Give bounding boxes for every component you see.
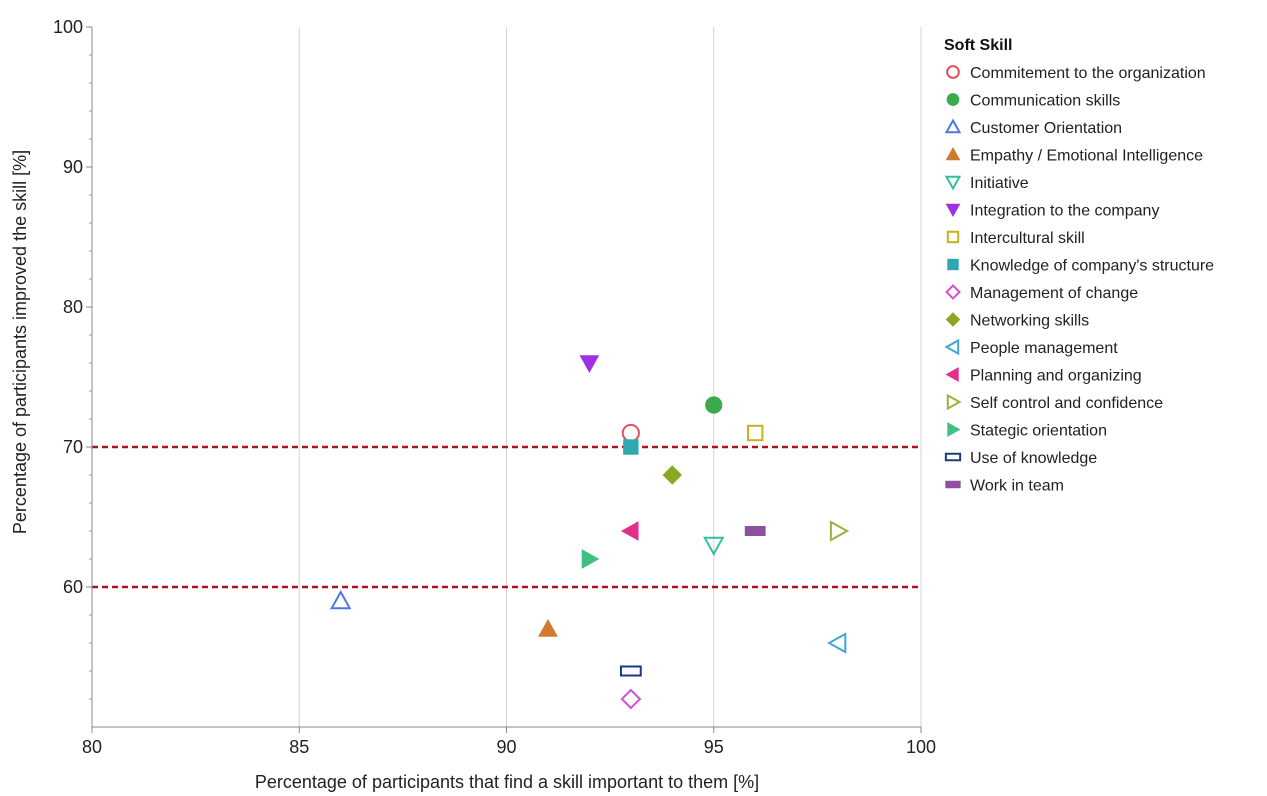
legend-label: People management — [970, 340, 1118, 357]
grid-lines — [298, 27, 922, 727]
legend-label: Work in team — [970, 478, 1064, 495]
data-point — [747, 424, 764, 442]
legend-label: Stategic orientation — [970, 423, 1107, 440]
legend-marker — [947, 258, 959, 271]
data-points — [330, 355, 850, 710]
legend-label: Integration to the company — [970, 203, 1159, 220]
legend-marker — [946, 65, 960, 79]
data-point — [579, 355, 600, 374]
legend: Soft Skill Commitement to the organizati… — [944, 37, 1214, 495]
legend-marker — [946, 230, 960, 244]
legend-label: Intercultural skill — [970, 230, 1085, 247]
x-tick-label: 85 — [289, 737, 309, 757]
data-point — [705, 396, 723, 414]
legend-marker — [946, 393, 962, 411]
data-point — [829, 520, 850, 542]
legend-marker — [945, 203, 961, 218]
reference-lines — [92, 445, 921, 589]
legend-label: Management of change — [970, 285, 1138, 302]
legend-marker — [945, 312, 961, 327]
legend-title: Soft Skill — [944, 37, 1012, 54]
tick-labels: 80 85 90 95 100 60 70 80 90 100 — [53, 17, 936, 757]
legend-label: Use of knowledge — [970, 450, 1097, 467]
x-tick-label: 100 — [906, 737, 936, 757]
legend-label: Networking skills — [970, 313, 1089, 330]
data-point — [619, 665, 642, 677]
y-tick-label: 80 — [63, 297, 83, 317]
legend-marker — [944, 338, 960, 356]
legend-marker — [946, 93, 960, 106]
data-point — [744, 526, 766, 536]
y-tick-label: 60 — [63, 577, 83, 597]
x-tick-label: 95 — [704, 737, 724, 757]
data-point — [330, 589, 352, 610]
legend-label: Customer Orientation — [970, 120, 1122, 137]
x-tick-label: 80 — [82, 737, 102, 757]
legend-marker — [945, 284, 961, 300]
legend-label: Communication skills — [970, 93, 1120, 110]
legend-marker — [947, 422, 961, 437]
data-point — [623, 439, 639, 455]
data-point — [621, 423, 640, 443]
legend-marker — [944, 118, 962, 134]
data-point — [620, 688, 642, 710]
data-point — [581, 549, 600, 569]
data-point — [662, 465, 683, 485]
legend-label: Commitement to the organization — [970, 65, 1206, 82]
y-tick-label: 90 — [63, 157, 83, 177]
data-point — [538, 618, 558, 637]
data-point — [827, 632, 847, 654]
legend-label: Knowledge of company's structure — [970, 258, 1214, 275]
axes — [86, 26, 922, 733]
y-axis-title: Percentage of participants improved the … — [10, 150, 30, 534]
legend-label: Initiative — [970, 175, 1029, 192]
legend-marker — [944, 175, 962, 191]
x-axis-title: Percentage of participants that find a s… — [255, 772, 759, 792]
legend-marker — [945, 367, 959, 382]
legend-label: Empathy / Emotional Intelligence — [970, 148, 1203, 165]
legend-marker — [944, 452, 962, 462]
legend-marker — [945, 146, 961, 161]
data-point — [620, 521, 639, 541]
legend-marker — [945, 480, 961, 489]
y-tick-label: 100 — [53, 17, 83, 37]
y-tick-label: 70 — [63, 437, 83, 457]
legend-label: Planning and organizing — [970, 368, 1142, 385]
legend-label: Self control and confidence — [970, 395, 1163, 412]
data-point — [703, 536, 725, 557]
x-tick-label: 90 — [496, 737, 516, 757]
